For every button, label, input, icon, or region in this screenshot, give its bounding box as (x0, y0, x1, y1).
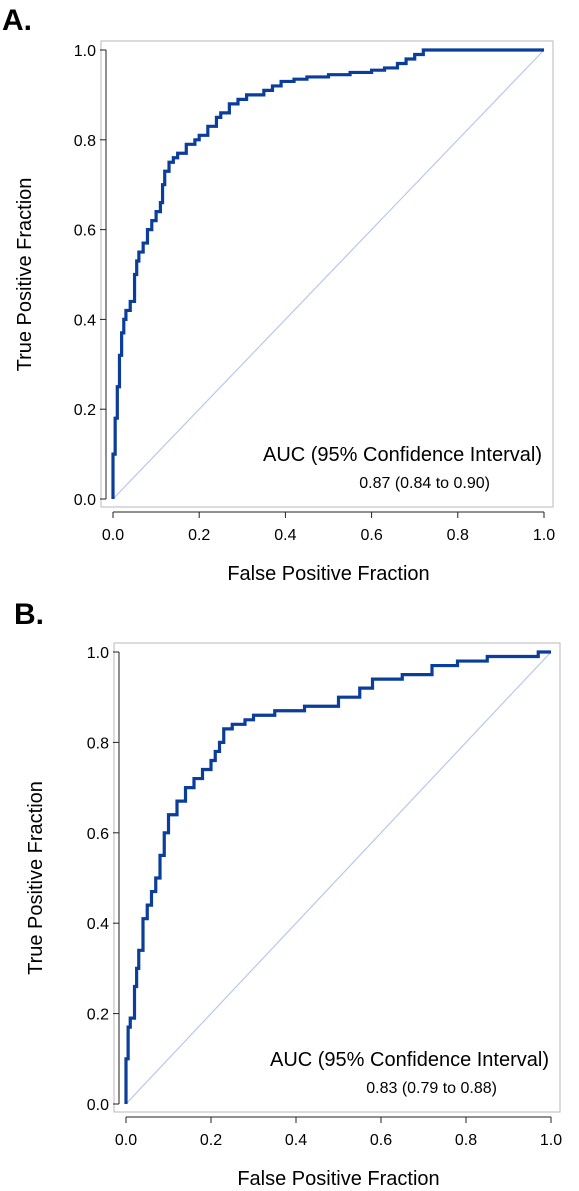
panel-b-y-tick-label: 1.0 (87, 645, 109, 662)
panel-a-x-tick-label: 0.4 (274, 527, 296, 544)
panel-b-label: B. (14, 598, 44, 631)
panel-a-y-tick-label: 0.4 (74, 312, 96, 329)
panel-b-x-tick-label: 1.0 (540, 1132, 562, 1149)
panel-b-roc-curve (124, 650, 551, 1104)
panel-a-roc-curve (111, 48, 544, 499)
panel-b-x-tick-label: 0.2 (200, 1132, 222, 1149)
panel-a-reference-diagonal (112, 49, 545, 500)
panel-b-y-tick-label: 0.4 (87, 916, 109, 933)
panel-a: A. 0.0 0.2 0.4 0.6 0.8 1.0 0.0 0.2 0.4 0.6 0.8 1.0 F… (2, 4, 555, 585)
panel-b-x-tick-label: 0.4 (285, 1132, 307, 1149)
panel-a-y-tick-label: 0.2 (74, 402, 96, 419)
panel-b-y-tick-label: 0.8 (87, 735, 109, 752)
panel-b-y-tick-label: 0.6 (87, 826, 109, 843)
panel-b-y-axis-title: True Positive Fraction (25, 781, 47, 975)
panel-a-auc-value: 0.87 (0.84 to 0.90) (359, 475, 490, 492)
panel-b-y-tick-label: 0.0 (87, 1097, 109, 1114)
panel-b-x-tick-label: 0.0 (115, 1132, 137, 1149)
panel-a-x-axis-title: False Positive Fraction (227, 563, 429, 585)
panel-a-x-tick-label: 0.6 (360, 527, 382, 544)
panel-b-x-tick-label: 0.6 (370, 1132, 392, 1149)
panel-a-y-tick-label: 1.0 (74, 43, 96, 60)
panel-b-x-tick-label: 0.8 (455, 1132, 477, 1149)
panel-a-x-tick-label: 0.0 (102, 527, 124, 544)
panel-a-auc-title: AUC (95% Confidence Interval) (263, 444, 542, 466)
panel-a-x-tick-label: 0.8 (447, 527, 469, 544)
panel-a-y-tick-label: 0.0 (74, 492, 96, 509)
panel-a-x-tick-label: 1.0 (533, 527, 555, 544)
panel-b-reference-diagonal (125, 651, 552, 1105)
panel-b-auc-value: 0.83 (0.79 to 0.88) (366, 1080, 497, 1097)
panel-b: B. 0.0 0.2 0.4 0.6 0.8 1.0 0.0 0.2 0.4 0.6 0.8 1.0 F… (14, 598, 562, 1190)
panel-a-y-tick-label: 0.8 (74, 133, 96, 150)
panel-b-x-axis-title: False Positive Fraction (237, 1168, 439, 1190)
panel-a-label: A. (2, 4, 32, 37)
panel-a-y-axis-title: True Positive Fraction (14, 178, 36, 372)
panel-a-y-tick-label: 0.6 (74, 223, 96, 240)
panel-b-auc-title: AUC (95% Confidence Interval) (270, 1049, 549, 1071)
panel-a-x-tick-label: 0.2 (188, 527, 210, 544)
panel-b-y-tick-label: 0.2 (87, 1007, 109, 1024)
